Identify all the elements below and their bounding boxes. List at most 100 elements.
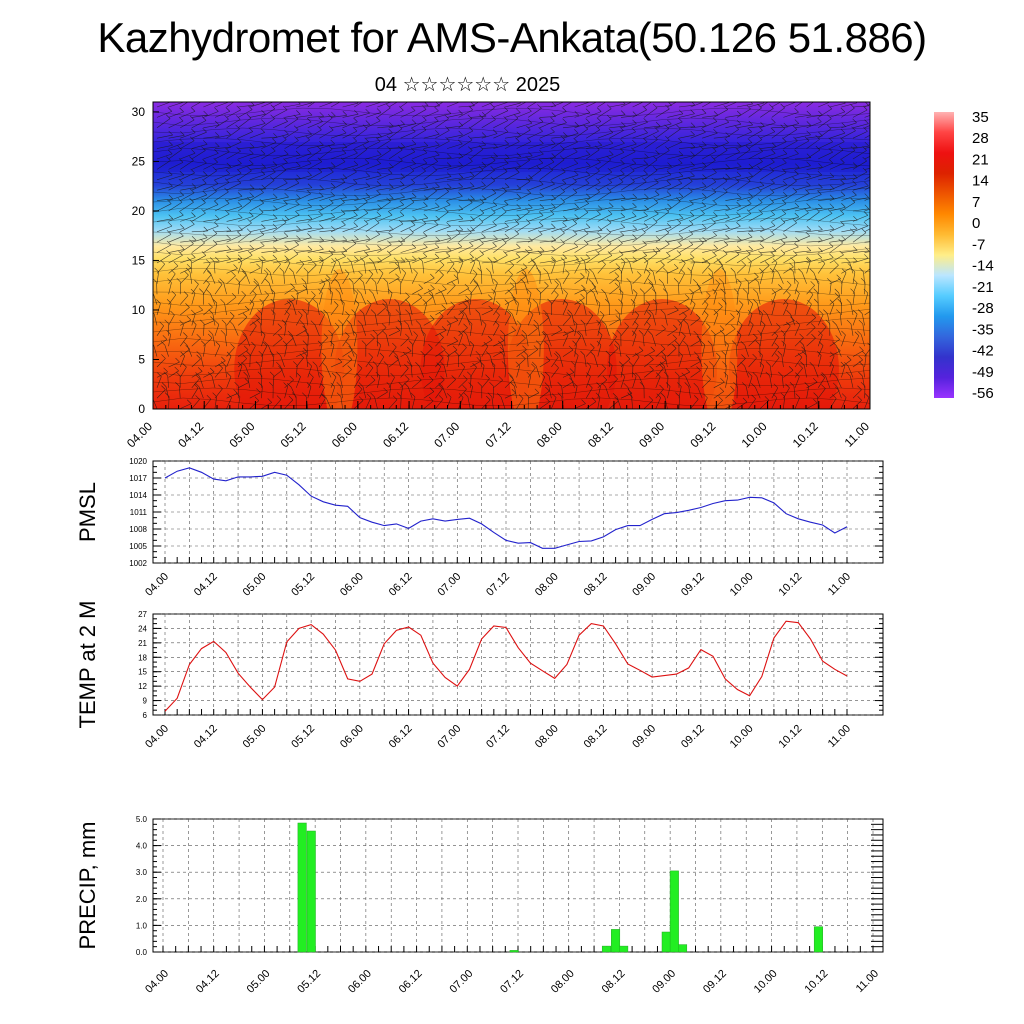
wind-barb-flag	[295, 200, 300, 205]
wind-barb	[771, 107, 785, 118]
wind-barb-flag	[812, 377, 818, 383]
wind-barb-flag	[660, 309, 666, 314]
wind-barb-flag	[620, 223, 626, 228]
y-tick-label: 5	[138, 352, 145, 366]
wind-barb	[377, 139, 392, 149]
wind-barb-flag	[331, 225, 336, 231]
wind-barb-flag	[782, 180, 788, 186]
wind-barb-flag	[818, 110, 823, 116]
wind-barb-flag	[246, 113, 252, 119]
wind-barb	[342, 369, 352, 378]
wind-barb-flag	[398, 239, 403, 245]
wind-barb	[841, 250, 858, 253]
wind-barb	[156, 254, 171, 264]
x-tick-label: 04.12	[192, 723, 220, 751]
wind-barb-flag	[441, 345, 446, 350]
wind-barb-flag	[808, 290, 814, 295]
wind-barb	[363, 282, 367, 295]
wind-barb	[841, 232, 855, 243]
wind-barb-flag	[503, 251, 508, 256]
wind-barb-flag	[852, 224, 858, 230]
wind-barb-flag	[492, 242, 497, 247]
wind-barb	[527, 367, 536, 378]
wind-barb	[702, 248, 718, 253]
wind-barb-flag	[860, 381, 866, 387]
wind-barb	[465, 314, 471, 326]
wind-barb-flag	[162, 335, 168, 340]
wind-barb	[551, 329, 563, 337]
wind-barb	[189, 271, 193, 284]
wind-barb	[481, 119, 496, 129]
wind-barb-flag	[620, 257, 626, 263]
colorbar-label: -35	[972, 321, 994, 338]
wind-barb	[272, 263, 281, 274]
wind-barb	[551, 226, 567, 233]
wind-barb-flag	[296, 174, 301, 180]
wind-barb-flag	[159, 321, 164, 327]
wind-barb-flag	[444, 187, 449, 192]
wind-barb-flag	[356, 289, 362, 294]
wind-barb	[168, 135, 185, 139]
wind-barb-flag	[459, 310, 464, 315]
wind-barb	[864, 186, 870, 191]
wind-barb	[354, 176, 370, 181]
wind-barb	[562, 335, 569, 347]
wind-barb	[504, 298, 516, 305]
wind-barb	[619, 282, 622, 295]
wind-barb-flag	[631, 147, 636, 152]
wind-barb	[644, 139, 658, 149]
wind-barb-flag	[678, 171, 684, 177]
wind-barb	[516, 253, 530, 264]
wind-barb-flag	[663, 371, 669, 377]
wind-barb-flag	[654, 209, 659, 215]
wind-barb	[794, 176, 811, 181]
wind-barb	[864, 355, 867, 368]
wind-barb	[713, 208, 730, 212]
wind-barb-flag	[351, 309, 356, 314]
wind-barb	[469, 262, 476, 274]
wind-barb	[841, 194, 857, 201]
wind-barb-flag	[744, 277, 749, 283]
wind-barb	[504, 247, 521, 253]
wind-barb-flag	[340, 157, 346, 162]
wind-barb	[736, 292, 739, 305]
wind-barb-flag	[560, 228, 565, 234]
wind-barb-flag	[493, 278, 498, 284]
wind-barb-flag	[572, 177, 577, 182]
wind-barb-flag	[738, 300, 744, 305]
wind-barb-flag	[427, 288, 433, 294]
wind-barb-flag	[474, 257, 480, 262]
wind-barb-flag	[214, 149, 219, 154]
wind-barb	[551, 201, 565, 212]
wind-barb-flag	[734, 177, 740, 183]
wind-barb-flag	[730, 361, 735, 366]
wind-barb-flag	[468, 382, 473, 387]
wind-barb-flag	[827, 278, 832, 283]
wind-barb-flag	[283, 96, 287, 100]
wind-barb	[226, 119, 241, 129]
wind-barb	[365, 193, 381, 201]
wind-barb-flag	[281, 319, 287, 325]
wind-barb-flag	[302, 325, 307, 331]
series-line	[164, 467, 848, 549]
wind-barb	[771, 128, 785, 139]
wind-barb	[562, 261, 566, 274]
wind-barb	[841, 365, 846, 378]
wind-barb-flag	[434, 106, 439, 112]
wind-barb	[586, 182, 601, 191]
wind-barb	[203, 191, 217, 201]
wind-barb	[736, 313, 741, 326]
wind-barb	[214, 134, 231, 139]
wind-barb-flag	[678, 117, 683, 123]
wind-barb	[354, 212, 369, 222]
wind-barb	[338, 261, 343, 274]
x-tick-label: 07.12	[498, 968, 526, 996]
wind-barb-flag	[850, 228, 855, 233]
wind-barb	[296, 218, 313, 222]
wind-barb-flag	[741, 260, 746, 266]
wind-barb	[702, 151, 717, 160]
wind-barb-flag	[241, 268, 246, 273]
wind-barb-flag	[331, 246, 336, 252]
wind-barb-flag	[507, 372, 513, 377]
